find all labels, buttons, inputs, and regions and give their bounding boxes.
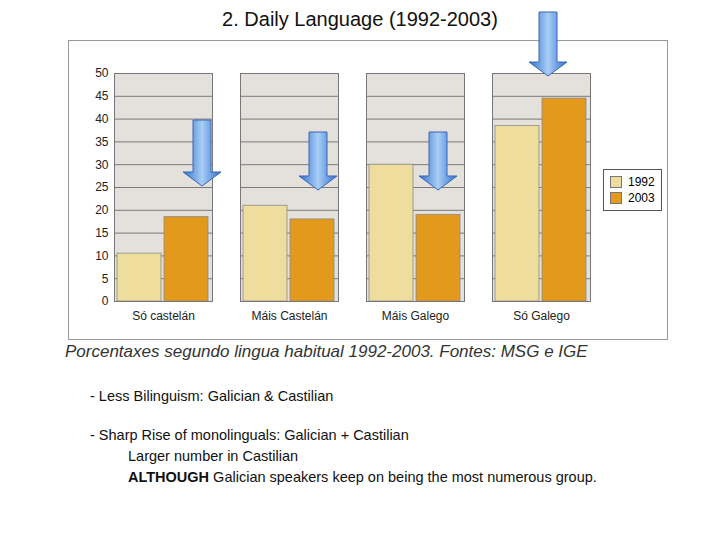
svg-text:30: 30 — [95, 158, 109, 172]
svg-text:0: 0 — [102, 294, 109, 308]
html-text:2003: 2003 — [628, 191, 655, 205]
svg-text:10: 10 — [95, 249, 109, 263]
html-text:Porcentaxes segundo lingua hab: Porcentaxes segundo lingua habitual 1992… — [65, 342, 588, 361]
svg-text:40: 40 — [95, 112, 109, 126]
svg-text:25: 25 — [95, 180, 109, 194]
svg-text:Só Galego: Só Galego — [513, 309, 570, 323]
svg-text:15: 15 — [95, 226, 109, 240]
html-text:1992: 1992 — [628, 175, 655, 189]
svg-text:Máis Galego: Máis Galego — [382, 309, 450, 323]
svg-text:20: 20 — [95, 203, 109, 217]
svg-text:35: 35 — [95, 135, 109, 149]
svg-text:5: 5 — [102, 272, 109, 286]
svg-text:Só castelán: Só castelán — [132, 309, 195, 323]
html-text:- Less Bilinguism: Galician &: - Less Bilinguism: Galician & Castilian — [90, 388, 334, 404]
html-text:- Sharp Rise of monolinguals:: - Sharp Rise of monolinguals: Galician +… — [90, 427, 409, 443]
svg-text:50: 50 — [95, 66, 109, 80]
html-text:2. Daily Language (1992-2003): 2. Daily Language (1992-2003) — [222, 8, 498, 30]
html-text:ALTHOUGH Galician speakers kee: ALTHOUGH Galician speakers keep on being… — [128, 469, 597, 485]
svg-text:Máis Castelán: Máis Castelán — [251, 309, 327, 323]
svg-text:45: 45 — [95, 89, 109, 103]
html-text:Larger number in Castilian: Larger number in Castilian — [128, 448, 299, 464]
